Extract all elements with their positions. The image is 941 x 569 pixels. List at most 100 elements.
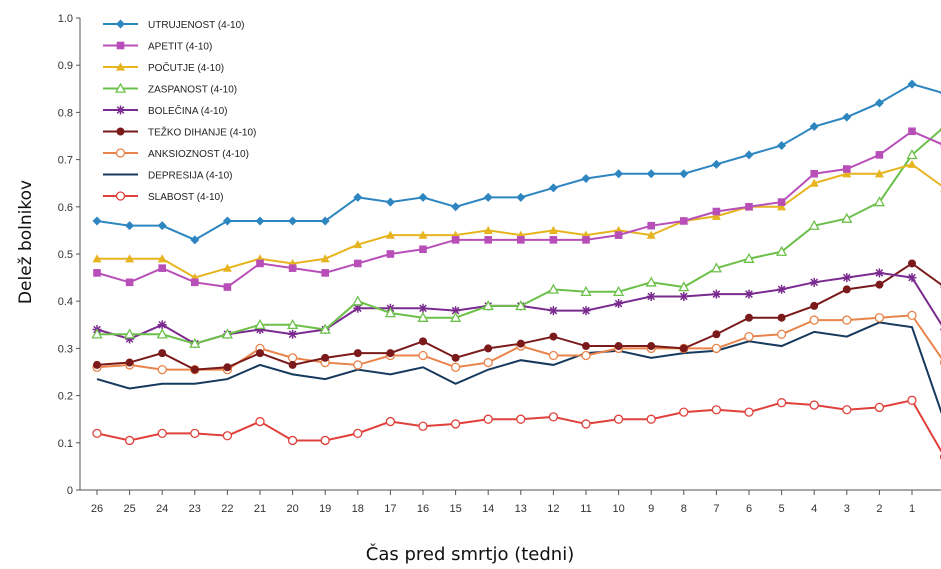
- x-tick-label: 3: [844, 503, 850, 515]
- data-point: [810, 169, 818, 178]
- data-point: [711, 343, 722, 354]
- data-point: [548, 412, 559, 422]
- y-tick-label: 1.0: [58, 13, 73, 25]
- y-tick-label: 0.7: [58, 155, 73, 167]
- x-tick-label: 9: [648, 503, 654, 515]
- data-point: [418, 230, 428, 239]
- data-point: [353, 360, 363, 370]
- legend: UTRUJENOST (4-10) APETIT (4-10) POČUTJE (4…: [103, 19, 256, 203]
- data-point: [93, 360, 101, 369]
- data-point: [189, 337, 201, 348]
- data-point: [254, 318, 266, 330]
- data-point: [484, 236, 492, 244]
- data-point: [417, 311, 429, 322]
- x-tick-label: 12: [547, 503, 559, 515]
- data-point: [777, 198, 786, 206]
- data-point: [255, 416, 265, 427]
- series-4: [91, 127, 941, 348]
- data-point: [451, 202, 461, 212]
- data-point: [809, 277, 819, 287]
- data-point: [517, 236, 525, 244]
- data-point: [548, 183, 558, 193]
- data-point: [156, 328, 168, 339]
- series-9: [92, 395, 941, 460]
- legend-label: POČUTJE (4-10): [148, 61, 224, 74]
- data-point: [646, 291, 656, 301]
- legend-item: BOLEČINA (4-10): [103, 104, 227, 117]
- y-axis-title: Delež bolnikov: [16, 180, 36, 304]
- data-point: [483, 414, 493, 424]
- legend-item: POČUTJE (4-10): [103, 61, 224, 74]
- series-6: [93, 259, 941, 374]
- data-point: [418, 421, 428, 431]
- data-point: [418, 192, 428, 202]
- data-point: [157, 320, 167, 330]
- data-point: [125, 358, 134, 367]
- data-point: [744, 289, 754, 299]
- data-point: [777, 202, 787, 211]
- data-point: [125, 221, 135, 231]
- data-point: [613, 414, 624, 424]
- data-point: [516, 414, 526, 424]
- legend-marker: [115, 191, 126, 201]
- data-point: [125, 278, 134, 287]
- data-point: [745, 313, 753, 322]
- data-point: [320, 216, 330, 226]
- data-point: [419, 245, 427, 254]
- series-8: [96, 321, 941, 415]
- data-point: [809, 122, 819, 132]
- data-point: [712, 330, 721, 339]
- legend-label: BOLEČINA (4-10): [148, 104, 227, 117]
- data-point: [581, 350, 591, 361]
- x-tick-label: 24: [156, 503, 168, 515]
- data-point: [680, 217, 688, 225]
- data-point: [907, 79, 917, 89]
- legend-marker: [114, 82, 127, 93]
- data-point: [123, 328, 136, 339]
- y-axis-ticks: 0 0.1 0.2 0.3 0.4 0.5 0.6 0.7 0.8 0.9 1.0: [58, 13, 80, 497]
- data-point: [92, 216, 102, 226]
- data-point: [874, 402, 885, 413]
- legend-marker: [116, 62, 125, 71]
- data-point: [809, 400, 819, 410]
- data-point: [125, 334, 135, 344]
- data-point: [483, 192, 493, 202]
- data-point: [256, 259, 264, 268]
- data-point: [743, 252, 755, 263]
- data-point: [874, 268, 884, 278]
- data-point: [744, 331, 754, 342]
- data-point: [320, 435, 330, 446]
- data-point: [450, 362, 461, 372]
- data-point: [320, 254, 330, 263]
- data-point: [874, 169, 884, 178]
- legend-marker: [116, 105, 125, 115]
- data-point: [191, 278, 199, 287]
- x-tick-label: 11: [580, 503, 591, 515]
- legend-label: DEPRESIJA (4-10): [148, 171, 232, 182]
- y-tick-label: 0.2: [58, 391, 73, 403]
- legend-marker: [116, 19, 125, 29]
- data-point: [483, 225, 493, 234]
- x-axis-title: Čas pred smrtjo (tedni): [366, 543, 574, 565]
- data-point: [353, 303, 363, 313]
- data-point: [874, 313, 885, 323]
- data-point: [190, 235, 200, 245]
- data-point: [908, 259, 916, 268]
- legend-item: DEPRESIJA (4-10): [103, 171, 232, 182]
- data-point: [92, 254, 102, 263]
- data-point: [777, 284, 787, 294]
- data-point: [614, 231, 623, 239]
- data-point: [321, 353, 330, 362]
- data-point: [157, 254, 167, 263]
- data-point: [484, 344, 493, 353]
- data-point: [222, 216, 232, 226]
- data-point: [809, 178, 819, 187]
- data-point: [515, 300, 527, 311]
- data-point: [288, 329, 298, 339]
- data-point: [843, 165, 851, 173]
- data-point: [711, 159, 721, 169]
- data-point: [645, 276, 657, 287]
- data-point: [482, 300, 494, 311]
- data-point: [288, 360, 297, 369]
- legend-label: TEŽKO DIHANJE (4-10): [148, 126, 256, 139]
